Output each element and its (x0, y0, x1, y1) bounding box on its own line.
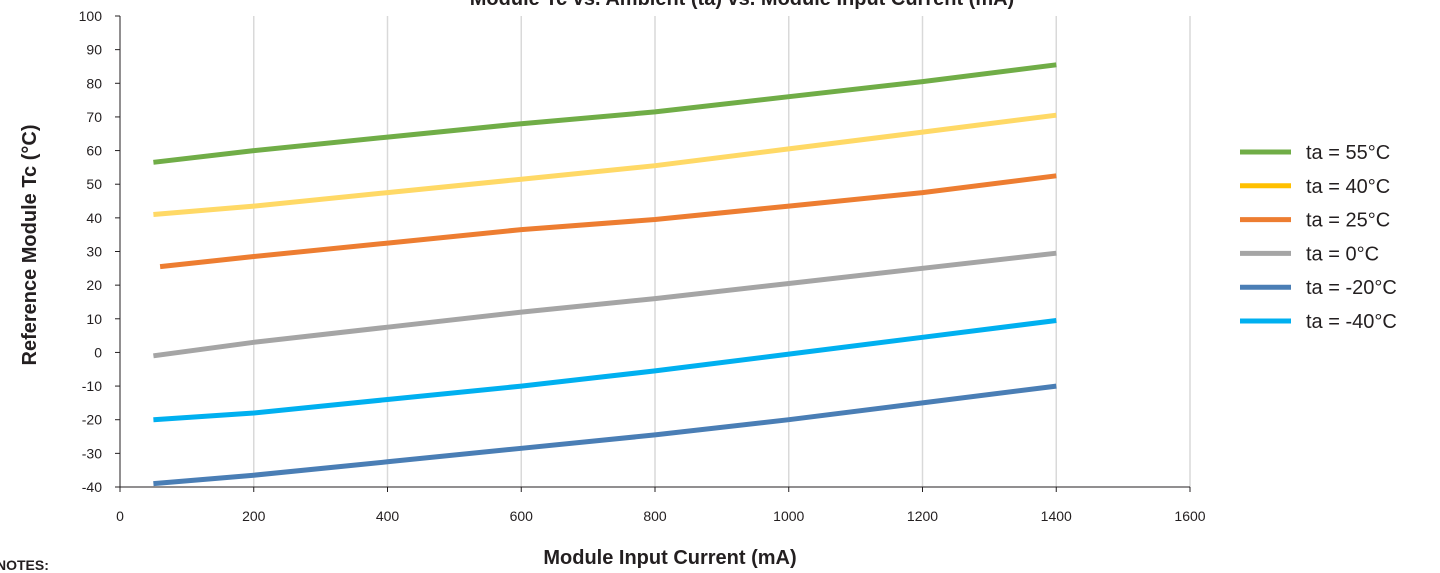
y-tick-label: 40 (86, 210, 102, 226)
y-tick-label: -10 (82, 378, 102, 394)
y-tick-label: -30 (82, 445, 102, 461)
y-tick-label: 50 (86, 176, 102, 192)
x-axis-label: Module Input Current (mA) (543, 547, 796, 569)
y-tick-label: -20 (82, 412, 102, 428)
x-tick-label: 200 (242, 508, 266, 524)
series-lines (153, 62, 1057, 487)
x-tick-label: 600 (510, 508, 534, 524)
x-tick-label: 400 (376, 508, 400, 524)
y-tick-label: 80 (86, 75, 102, 91)
x-tick-label: 1000 (773, 508, 804, 524)
chart-title: Module Tc vs. Ambient (ta) vs. Module In… (470, 0, 1014, 10)
y-tick-label: 90 (86, 42, 102, 58)
series-line-ta40c (153, 112, 1057, 217)
y-tick-label: 20 (86, 277, 102, 293)
x-tick-label: 1200 (907, 508, 938, 524)
series-line-ta55c (153, 62, 1057, 165)
y-tick-label: 70 (86, 109, 102, 125)
x-tick-label: 1400 (1041, 508, 1072, 524)
y-tick-label: 30 (86, 244, 102, 260)
legend-label: ta = 55°C (1306, 142, 1390, 164)
y-tick-label: 60 (86, 143, 102, 159)
y-tick-label: -40 (82, 479, 102, 495)
series-line-ta25c (159, 173, 1057, 270)
notes-label: NOTES: (0, 557, 49, 573)
legend-label: ta = 25°C (1306, 210, 1390, 232)
x-tick-labels: 0 200 400 600 800 1000 1200 1400 1600 (116, 487, 1206, 524)
y-tick-label: 100 (79, 8, 103, 24)
legend-label: ta = -20°C (1306, 277, 1397, 299)
legend-label: ta = -40°C (1306, 311, 1397, 333)
series-line-ta0c (153, 250, 1057, 359)
series-line-ta-40c (153, 318, 1057, 423)
legend-label: ta = 0°C (1306, 243, 1379, 265)
x-tick-label: 1600 (1174, 508, 1205, 524)
x-tick-label: 800 (643, 508, 667, 524)
y-tick-label: 10 (86, 311, 102, 327)
y-tick-label: 0 (94, 344, 102, 360)
y-axis-label: Reference Module Tc (°C) (19, 125, 41, 366)
legend-label: ta = 40°C (1306, 176, 1390, 198)
x-tick-label: 0 (116, 508, 124, 524)
series-line-ta-20c (153, 383, 1057, 487)
legend: ta = 55°C ta = 40°C ta = 25°C ta = 0°C ta = … (1240, 142, 1397, 333)
